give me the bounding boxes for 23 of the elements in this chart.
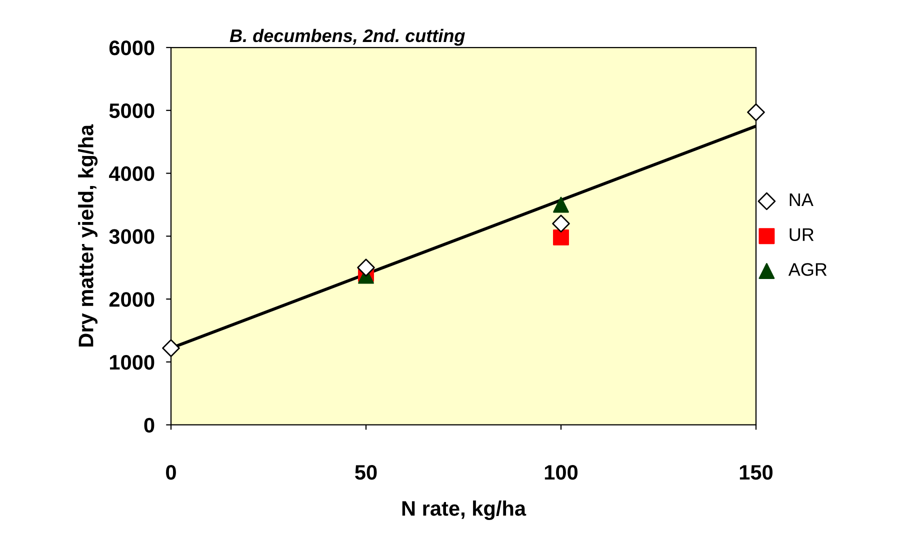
y-axis-title: Dry matter yield, kg/ha (78, 124, 98, 347)
y-tick-label: 5000 (109, 103, 154, 118)
y-tick-label: 4000 (109, 166, 154, 182)
point (162, 339, 180, 358)
x-tick-label: 100 (544, 464, 578, 480)
x-tick-label: 0 (166, 464, 176, 480)
point (747, 103, 765, 122)
legend-label: AGR (788, 263, 827, 276)
chart-title: B. decumbens, 2nd. cutting (230, 28, 465, 46)
point (553, 196, 569, 213)
y-tick-label: 0 (144, 418, 154, 433)
y-tick-label: 2000 (109, 292, 154, 307)
x-tick-label: 50 (355, 464, 377, 480)
point (553, 229, 569, 246)
y-tick-label: 3000 (109, 229, 154, 244)
x-tick-label: 150 (740, 464, 773, 480)
point (357, 258, 375, 277)
point (552, 214, 570, 233)
y-tick-label: 6000 (109, 40, 154, 56)
x-axis-title: N rate, kg/ha (402, 500, 526, 520)
legend-label: UR (790, 228, 814, 242)
legend-label: NA (790, 194, 814, 206)
y-tick-label: 1000 (110, 354, 154, 370)
